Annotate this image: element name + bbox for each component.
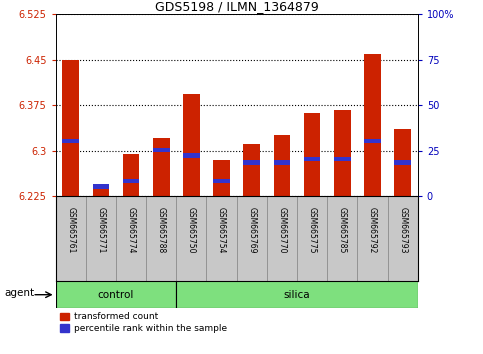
Text: GSM665769: GSM665769: [247, 207, 256, 253]
Bar: [56, 281, 176, 308]
Bar: [146, 196, 176, 281]
Bar: [334, 157, 351, 161]
Text: GSM665750: GSM665750: [187, 207, 196, 253]
Bar: [213, 179, 230, 183]
Title: GDS5198 / ILMN_1364879: GDS5198 / ILMN_1364879: [155, 0, 319, 13]
Bar: [304, 113, 320, 196]
Legend: transformed count, percentile rank within the sample: transformed count, percentile rank withi…: [60, 313, 227, 333]
Bar: [62, 138, 79, 143]
Bar: [304, 157, 320, 161]
Bar: [274, 160, 290, 165]
Bar: [237, 196, 267, 281]
Bar: [327, 196, 357, 281]
Text: GSM665771: GSM665771: [96, 207, 105, 253]
Text: silica: silica: [284, 290, 311, 300]
Bar: [153, 137, 170, 196]
Text: GSM665770: GSM665770: [277, 207, 286, 253]
Bar: [62, 60, 79, 196]
Bar: [176, 196, 207, 281]
Bar: [334, 110, 351, 196]
Bar: [207, 196, 237, 281]
Text: GSM665788: GSM665788: [156, 207, 166, 253]
Bar: [388, 196, 418, 281]
Text: GSM665754: GSM665754: [217, 207, 226, 253]
Bar: [123, 154, 139, 196]
Text: GSM665775: GSM665775: [308, 207, 317, 253]
Bar: [176, 281, 418, 308]
Text: GSM665793: GSM665793: [398, 207, 407, 253]
Bar: [56, 196, 86, 281]
Bar: [183, 153, 199, 158]
Text: GSM665792: GSM665792: [368, 207, 377, 253]
Text: control: control: [98, 290, 134, 300]
Bar: [267, 196, 297, 281]
Bar: [116, 196, 146, 281]
Text: GSM665761: GSM665761: [66, 207, 75, 253]
Text: GSM665774: GSM665774: [127, 207, 136, 253]
Bar: [395, 129, 411, 196]
Bar: [213, 160, 230, 196]
Bar: [395, 160, 411, 165]
Bar: [93, 189, 109, 196]
Bar: [183, 95, 199, 196]
Text: GSM665785: GSM665785: [338, 207, 347, 253]
Bar: [243, 144, 260, 196]
Bar: [297, 196, 327, 281]
Bar: [274, 135, 290, 196]
Bar: [243, 160, 260, 165]
Text: agent: agent: [4, 289, 35, 298]
Bar: [153, 148, 170, 152]
Bar: [86, 196, 116, 281]
Bar: [364, 54, 381, 196]
Bar: [123, 179, 139, 183]
Bar: [364, 138, 381, 143]
Bar: [93, 184, 109, 189]
Bar: [357, 196, 388, 281]
